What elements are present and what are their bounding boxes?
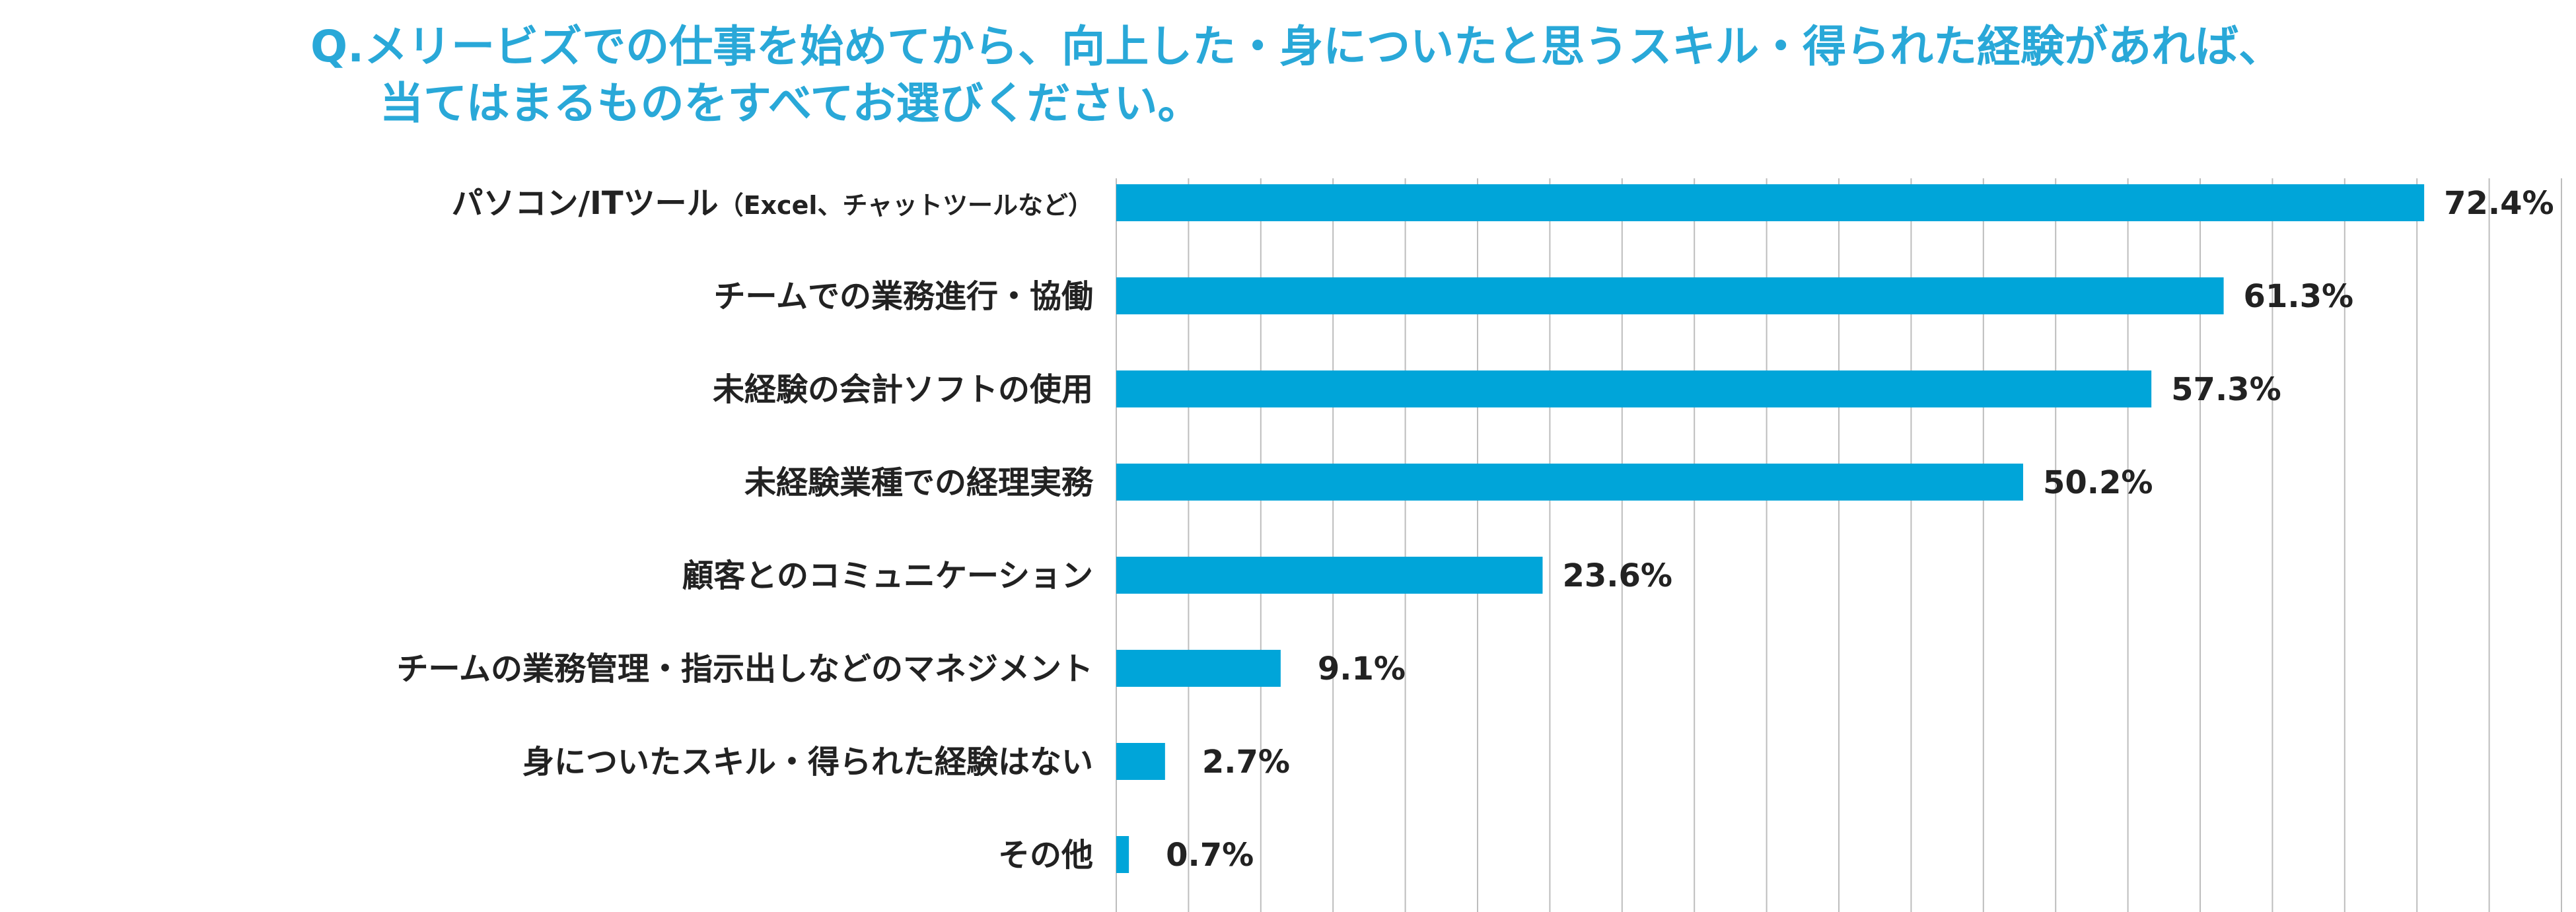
value-label-2: 57.3% — [2171, 371, 2281, 408]
category-label-4: 顧客とのコミュニケーション — [682, 557, 1093, 594]
value-label-4: 23.6% — [1562, 557, 1672, 594]
category-label-sub: （Excel、チャットツールなど） — [719, 191, 1093, 220]
bar-1 — [1116, 277, 2224, 314]
value-label-0: 72.4% — [2444, 185, 2554, 222]
value-label-6: 2.7% — [1202, 744, 1290, 781]
chart-title-line2: 当てはまるものをすべてお選びください。 — [380, 78, 1201, 129]
category-label-main: 未経験の会計ソフトの使用 — [713, 371, 1093, 408]
bar-3 — [1116, 464, 2023, 501]
value-label-1: 61.3% — [2244, 278, 2354, 315]
bar-0 — [1116, 184, 2425, 221]
category-label-2: 未経験の会計ソフトの使用 — [713, 371, 1093, 408]
bar-5 — [1116, 650, 1281, 687]
category-label-main: パソコン/ITツール — [451, 185, 718, 222]
category-label-3: 未経験業種での経理実務 — [744, 464, 1094, 501]
chart-title: Q.メリービズでの仕事を始めてから、向上した・身についたと思うスキル・得られた経… — [310, 18, 2556, 132]
value-label-5: 9.1% — [1318, 650, 1406, 687]
category-label-0: パソコン/ITツール（Excel、チャットツールなど） — [451, 185, 1093, 222]
category-label-main: 身についたスキル・得られた経験はない — [522, 744, 1093, 781]
bar-7 — [1116, 836, 1129, 873]
category-label-main: 顧客とのコミュニケーション — [682, 557, 1093, 594]
category-label-main: その他 — [998, 837, 1093, 874]
value-label-7: 0.7% — [1166, 837, 1254, 874]
category-label-main: チームの業務管理・指示出しなどのマネジメント — [396, 650, 1093, 687]
category-label-5: チームの業務管理・指示出しなどのマネジメント — [396, 650, 1093, 687]
chart-title-line1: Q.メリービズでの仕事を始めてから、向上した・身についたと思うスキル・得られた経… — [310, 21, 2283, 72]
bar-2 — [1116, 370, 2152, 407]
category-label-main: 未経験業種での経理実務 — [744, 464, 1094, 501]
category-label-6: 身についたスキル・得られた経験はない — [522, 744, 1093, 781]
category-label-main: チームでの業務進行・協働 — [713, 278, 1093, 315]
value-label-3: 50.2% — [2043, 464, 2153, 501]
category-label-1: チームでの業務進行・協働 — [713, 278, 1093, 315]
bar-6 — [1116, 743, 1165, 780]
category-label-7: その他 — [998, 837, 1093, 874]
bar-4 — [1116, 557, 1543, 594]
